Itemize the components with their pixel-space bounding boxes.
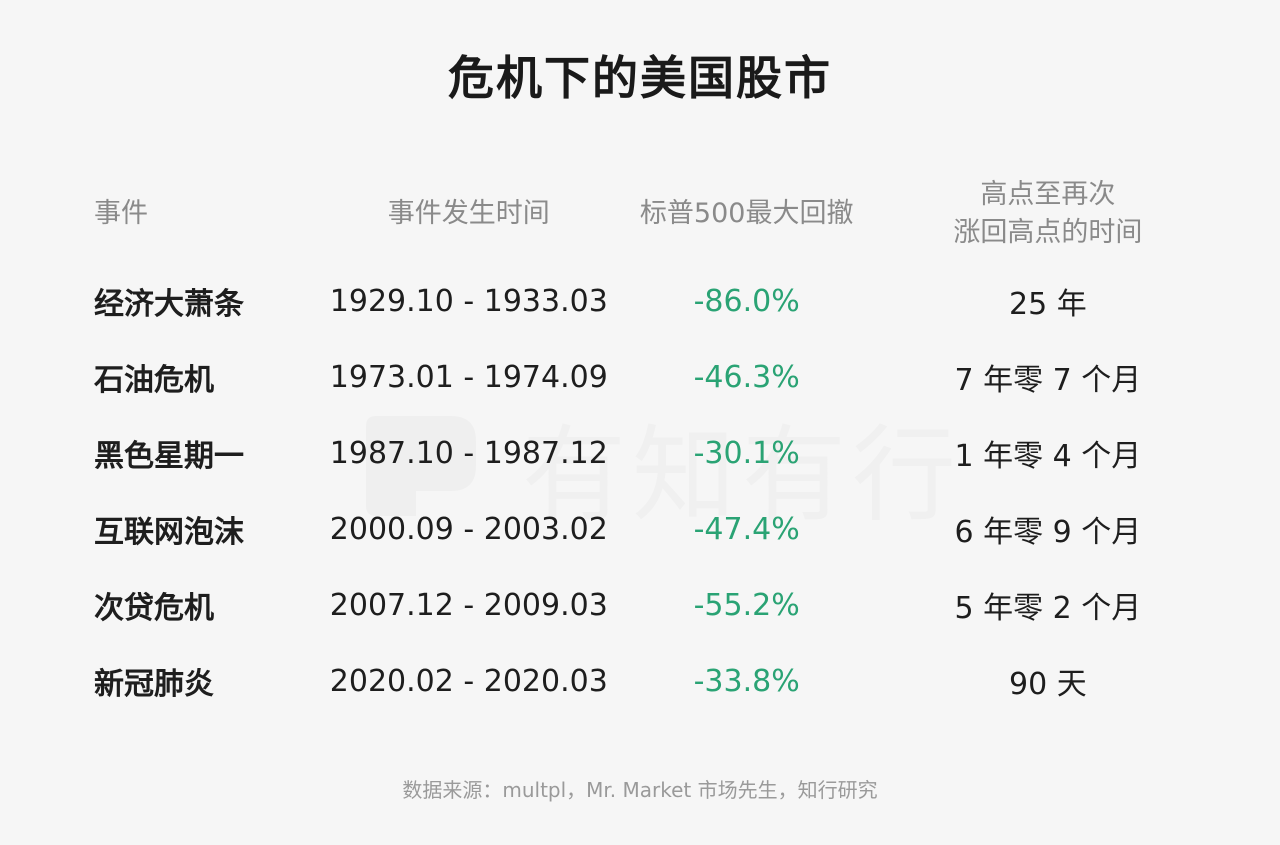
table-row: 石油危机 1973.01 - 1974.09 -46.3% 7 年零 7 个月 bbox=[80, 339, 1220, 415]
table-row: 新冠肺炎 2020.02 - 2020.03 -33.8% 90 天 bbox=[80, 643, 1220, 719]
event-name: 石油危机 bbox=[94, 363, 214, 398]
event-name: 经济大萧条 bbox=[94, 287, 244, 322]
max-drawdown: -30.1% bbox=[693, 435, 800, 471]
recovery-time: 7 年零 7 个月 bbox=[954, 363, 1142, 398]
recovery-time: 1 年零 4 个月 bbox=[954, 439, 1142, 474]
table-row: 次贷危机 2007.12 - 2009.03 -55.2% 5 年零 2 个月 bbox=[80, 567, 1220, 643]
max-drawdown: -33.8% bbox=[693, 663, 800, 699]
event-time: 2000.09 - 2003.02 bbox=[329, 511, 608, 547]
header-recovery-line1: 高点至再次 bbox=[980, 179, 1116, 210]
recovery-time: 90 天 bbox=[1009, 667, 1087, 702]
recovery-time: 25 年 bbox=[1009, 287, 1087, 322]
event-name: 互联网泡沫 bbox=[94, 515, 244, 550]
header-recovery-line2: 涨回高点的时间 bbox=[953, 217, 1143, 248]
page-title: 危机下的美国股市 bbox=[448, 51, 832, 105]
event-time: 1987.10 - 1987.12 bbox=[329, 435, 608, 471]
recovery-time: 5 年零 2 个月 bbox=[954, 591, 1142, 626]
header-time: 事件发生时间 bbox=[387, 198, 550, 229]
header-event: 事件 bbox=[94, 198, 148, 229]
max-drawdown: -55.2% bbox=[693, 587, 800, 623]
data-source: 数据来源：multpl，Mr. Market 市场先生，知行研究 bbox=[402, 778, 878, 802]
watermark: 有知有行 bbox=[356, 390, 962, 541]
crisis-table: 事件 事件发生时间 标普500最大回撤 高点至再次 涨回高点的时间 经济大萧条 … bbox=[80, 165, 1220, 719]
event-time: 1973.01 - 1974.09 bbox=[329, 359, 608, 395]
recovery-time: 6 年零 9 个月 bbox=[954, 515, 1142, 550]
table-row: 黑色星期一 1987.10 - 1987.12 -30.1% 1 年零 4 个月 bbox=[80, 415, 1220, 491]
table-row: 互联网泡沫 2000.09 - 2003.02 -47.4% 6 年零 9 个月 bbox=[80, 491, 1220, 567]
table-header-row: 事件 事件发生时间 标普500最大回撤 高点至再次 涨回高点的时间 bbox=[80, 165, 1220, 263]
watermark-text: 有知有行 bbox=[522, 414, 963, 536]
header-drawdown: 标普500最大回撤 bbox=[639, 198, 854, 229]
event-time: 1929.10 - 1933.03 bbox=[329, 283, 608, 319]
max-drawdown: -86.0% bbox=[693, 283, 800, 319]
table-row: 经济大萧条 1929.10 - 1933.03 -86.0% 25 年 bbox=[80, 263, 1220, 339]
event-name: 次贷危机 bbox=[94, 591, 214, 626]
event-time: 2020.02 - 2020.03 bbox=[329, 663, 608, 699]
max-drawdown: -46.3% bbox=[693, 359, 800, 395]
brand-logo-icon bbox=[366, 415, 476, 516]
event-time: 2007.12 - 2009.03 bbox=[329, 587, 608, 623]
event-name: 新冠肺炎 bbox=[94, 667, 214, 702]
event-name: 黑色星期一 bbox=[94, 439, 244, 474]
max-drawdown: -47.4% bbox=[693, 511, 800, 547]
header-recovery: 高点至再次 涨回高点的时间 bbox=[876, 165, 1220, 263]
